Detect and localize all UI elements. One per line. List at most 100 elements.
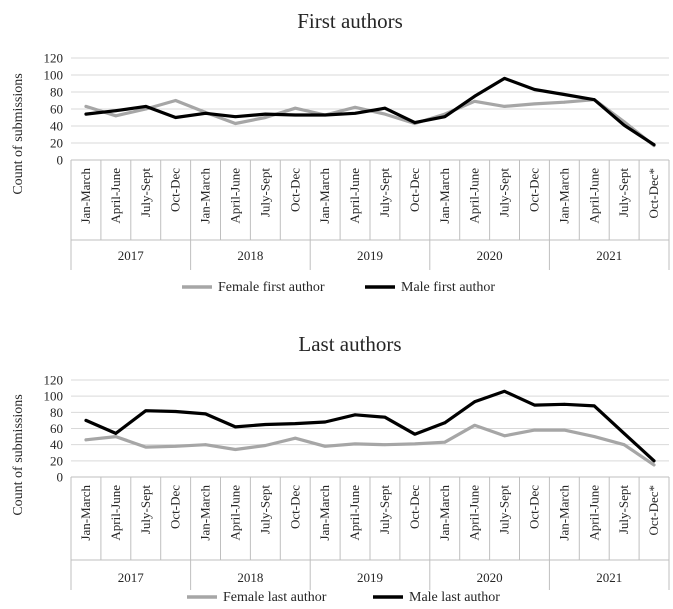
data-point	[652, 459, 656, 463]
x-tick-label: Oct-Dec	[407, 485, 422, 529]
x-tick-label: Oct-Dec*	[646, 168, 661, 219]
data-point	[443, 115, 447, 119]
data-point	[383, 443, 387, 447]
x-tick-label: Jan-March	[78, 168, 93, 224]
data-point	[503, 434, 506, 438]
data-point	[144, 409, 148, 413]
data-point	[144, 445, 148, 449]
data-point	[353, 413, 357, 417]
data-point	[562, 428, 566, 432]
data-point	[562, 93, 566, 96]
x-tick-label: July-Sept	[616, 485, 631, 535]
data-point	[503, 389, 506, 393]
x-tick-label: July-Sept	[377, 485, 392, 535]
data-point	[383, 415, 387, 419]
x-tick-label: July-Sept	[497, 168, 512, 218]
data-point	[174, 99, 178, 102]
data-point	[473, 99, 477, 103]
y-tick-label: 20	[50, 136, 63, 151]
data-point	[353, 111, 357, 115]
year-group-label: 2018	[237, 570, 263, 585]
x-tick-label: Jan-March	[437, 168, 452, 224]
data-point	[443, 440, 447, 444]
x-tick-label: July-Sept	[138, 168, 153, 218]
data-point	[473, 94, 477, 98]
data-point	[293, 113, 297, 117]
data-point	[174, 444, 178, 448]
y-tick-label: 120	[44, 51, 64, 66]
data-point	[84, 105, 88, 108]
chart-2: Last authors Count of submissions 0 2040608…	[11, 332, 670, 605]
x-tick-label: Jan-March	[78, 485, 93, 541]
data-point	[533, 102, 536, 106]
data-point	[114, 431, 118, 435]
data-point	[443, 421, 447, 425]
x-tick-label: Oct-Dec	[287, 168, 302, 212]
data-point	[503, 77, 506, 80]
data-point	[592, 435, 596, 438]
x-tick-label: April-June	[347, 485, 362, 541]
y-tick-label: 120	[44, 373, 64, 388]
data-point	[652, 143, 656, 147]
x-tick-label: Jan-March	[317, 168, 332, 224]
x-tick-label: July-Sept	[377, 168, 392, 218]
data-point	[353, 105, 357, 109]
y-tick-label: 0	[57, 153, 64, 168]
legend-label: Male first author	[401, 280, 495, 295]
data-point	[263, 444, 267, 447]
data-point	[473, 400, 477, 404]
series-line-1	[84, 423, 656, 467]
y-tick-label: 80	[50, 405, 63, 420]
year-group-label: 2017	[118, 248, 145, 263]
year-group-label: 2021	[596, 248, 622, 263]
x-tick-label: April-June	[347, 168, 362, 224]
x-tick-label: Jan-March	[437, 485, 452, 541]
data-point	[144, 105, 148, 108]
data-point	[174, 116, 178, 119]
x-tick-label: Jan-March	[317, 485, 332, 541]
x-tick-label: Oct-Dec	[526, 485, 541, 529]
y-tick-label: 40	[50, 437, 63, 452]
y-tick-label: 0	[57, 470, 64, 485]
chart-title: Last authors	[298, 332, 401, 356]
data-point	[293, 436, 297, 440]
data-point	[84, 419, 88, 422]
data-point	[592, 98, 596, 102]
x-tick-label: Jan-March	[198, 485, 213, 541]
legend-label: Male last author	[409, 590, 500, 605]
data-point	[293, 422, 297, 426]
data-point	[323, 444, 327, 448]
x-tick-label: Oct-Dec	[526, 168, 541, 212]
year-group-label: 2020	[477, 248, 503, 263]
data-point	[383, 112, 387, 116]
data-point	[84, 438, 88, 442]
y-tick-label: 20	[50, 453, 63, 468]
data-point	[622, 120, 626, 124]
x-tick-label: July-Sept	[257, 485, 272, 535]
data-point	[533, 403, 536, 407]
legend-label: Female first author	[218, 280, 325, 295]
x-tick-label: April-June	[467, 168, 482, 224]
data-point	[114, 114, 118, 118]
x-tick-label: July-Sept	[138, 485, 153, 535]
year-group-label: 2019	[357, 248, 383, 263]
y-tick-label: 60	[50, 421, 63, 436]
data-point	[84, 112, 88, 116]
data-point	[652, 463, 656, 467]
year-group-label: 2021	[596, 570, 622, 585]
data-point	[622, 123, 626, 127]
x-tick-label: April-June	[586, 485, 601, 541]
chart-title: First authors	[297, 9, 403, 33]
x-tick-label: Jan-March	[556, 485, 571, 541]
x-tick-label: April-June	[108, 485, 123, 541]
year-group-label: 2017	[118, 570, 145, 585]
y-axis-label: Count of submissions	[11, 394, 26, 515]
x-tick-label: Oct-Dec	[407, 168, 422, 212]
data-point	[114, 435, 118, 438]
x-tick-label: April-June	[467, 485, 482, 541]
data-point	[592, 404, 596, 408]
data-point	[263, 423, 267, 426]
x-tick-label: April-June	[227, 168, 242, 224]
x-tick-label: Oct-Dec*	[646, 485, 661, 536]
